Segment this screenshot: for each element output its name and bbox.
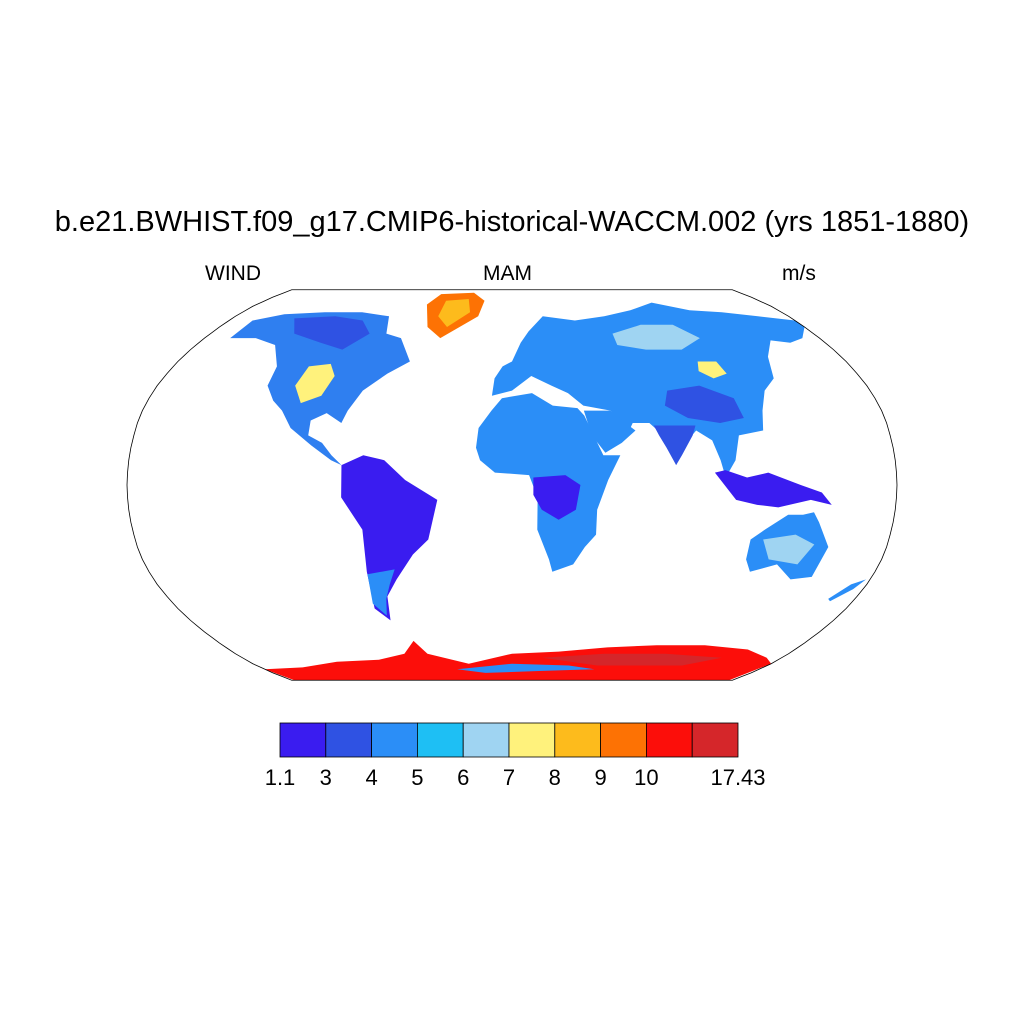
region-central-africa bbox=[533, 475, 581, 520]
region-us-great-plains bbox=[295, 363, 335, 404]
colorbar-tick-label: 4 bbox=[365, 765, 377, 790]
map-frame bbox=[126, 289, 898, 681]
region-australia-interior bbox=[763, 534, 815, 565]
colorbar-tick-label: 7 bbox=[503, 765, 515, 790]
region-arabia bbox=[583, 410, 636, 453]
colorbar-box bbox=[416, 722, 464, 758]
colorbar-tick-label: 10 bbox=[634, 765, 658, 790]
region-canada-hudson-area bbox=[294, 316, 370, 350]
region-maritime-continent bbox=[714, 470, 832, 508]
season-label: MAM bbox=[483, 262, 532, 285]
figure-title: b.e21.BWHIST.f09_g17.CMIP6-historical-WA… bbox=[54, 206, 970, 238]
colorbar-tick-label: 17.43 bbox=[710, 765, 765, 790]
region-india bbox=[653, 425, 696, 466]
colorbar-box bbox=[279, 722, 327, 758]
colorbar-box bbox=[325, 722, 372, 758]
region-antarctica-ridge bbox=[457, 663, 595, 673]
colorbar-tick-label: 8 bbox=[549, 765, 561, 790]
region-siberia-light bbox=[612, 324, 700, 350]
variable-label: WIND bbox=[205, 262, 261, 285]
colorbar-box bbox=[508, 722, 556, 758]
colorbar-tick-label: 9 bbox=[594, 765, 606, 790]
region-greenland-interior bbox=[438, 298, 471, 327]
region-tibet-china bbox=[664, 385, 744, 423]
colorbar-box bbox=[691, 722, 739, 758]
region-new-zealand bbox=[828, 579, 867, 602]
units-label: m/s bbox=[782, 262, 816, 285]
region-mongolia-yellow bbox=[697, 361, 727, 379]
region-south-america bbox=[341, 455, 438, 621]
colorbar-box bbox=[371, 722, 418, 758]
colorbar-box bbox=[600, 722, 647, 758]
region-antarctica-inner bbox=[541, 653, 722, 666]
region-europe-asia bbox=[491, 302, 805, 478]
colorbar-tick-label: 6 bbox=[457, 765, 469, 790]
colorbar-box bbox=[462, 722, 510, 758]
colorbar-box bbox=[646, 722, 693, 758]
colorbar-tick-label: 3 bbox=[320, 765, 332, 790]
colorbar-box bbox=[554, 722, 601, 758]
region-antarctica bbox=[264, 640, 772, 681]
colorbar-tick-label: 5 bbox=[411, 765, 423, 790]
region-south-america-south bbox=[367, 569, 395, 616]
colorbar-tick-label: 1.1 bbox=[265, 765, 296, 790]
